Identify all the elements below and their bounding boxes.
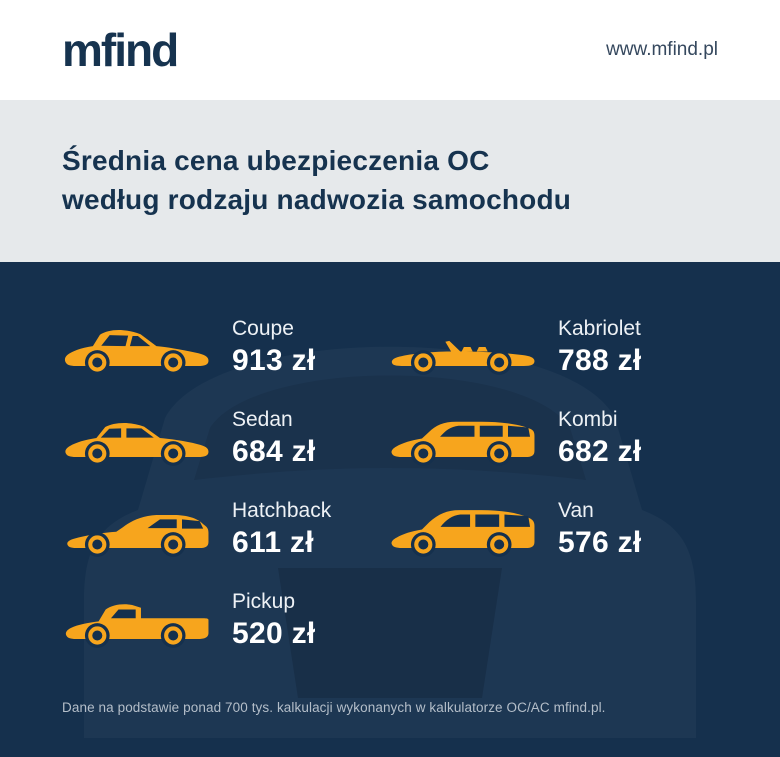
car-type-label: Kabriolet <box>558 317 641 340</box>
van-icon <box>391 510 535 557</box>
car-price-value: 611 zł <box>232 526 314 559</box>
sedan-icon <box>65 422 209 466</box>
page-title-line2: według rodzaju nadwozia samochodu <box>62 184 572 215</box>
car-item-kabriolet: Kabriolet 788 zł <box>388 302 750 393</box>
car-price-value: 684 zł <box>232 435 316 468</box>
kombi-icon <box>391 421 535 466</box>
car-type-label: Coupe <box>232 317 294 340</box>
car-item-van: Van 576 zł <box>388 484 750 575</box>
page-title-line1: Średnia cena ubezpieczenia OC <box>62 145 490 177</box>
title-band: Średnia cena ubezpieczenia OC według rod… <box>0 100 780 262</box>
pickup-icon <box>65 604 209 648</box>
car-price-value: 520 zł <box>232 617 316 650</box>
car-type-label: Sedan <box>232 408 293 431</box>
car-item-coupe: Coupe 913 zł <box>62 302 388 393</box>
kabriolet-icon <box>391 340 535 375</box>
header: mfind www.mfind.pl <box>0 0 780 100</box>
car-price-value: 682 zł <box>558 435 642 468</box>
car-type-label: Pickup <box>232 590 296 613</box>
car-type-label: Hatchback <box>232 499 332 522</box>
data-panel: Coupe 913 zł <box>0 262 780 757</box>
car-type-label: Van <box>558 499 594 522</box>
site-url: www.mfind.pl <box>606 39 718 60</box>
mfind-logo: mfind <box>62 24 179 76</box>
car-price-value: 788 zł <box>558 344 642 377</box>
coupe-icon <box>64 330 209 375</box>
car-grid: Coupe 913 zł <box>62 302 750 666</box>
footnote: Dane na podstawie ponad 700 tys. kalkula… <box>62 700 606 715</box>
car-price-value: 913 zł <box>232 344 316 377</box>
car-item-kombi: Kombi 682 zł <box>388 393 750 484</box>
car-type-label: Kombi <box>558 408 618 431</box>
car-price-value: 576 zł <box>558 526 642 559</box>
hatchback-icon <box>67 514 209 557</box>
car-item-sedan: Sedan 684 zł <box>62 393 388 484</box>
car-item-hatchback: Hatchback 611 zł <box>62 484 388 575</box>
car-item-pickup: Pickup 520 zł <box>62 575 388 666</box>
